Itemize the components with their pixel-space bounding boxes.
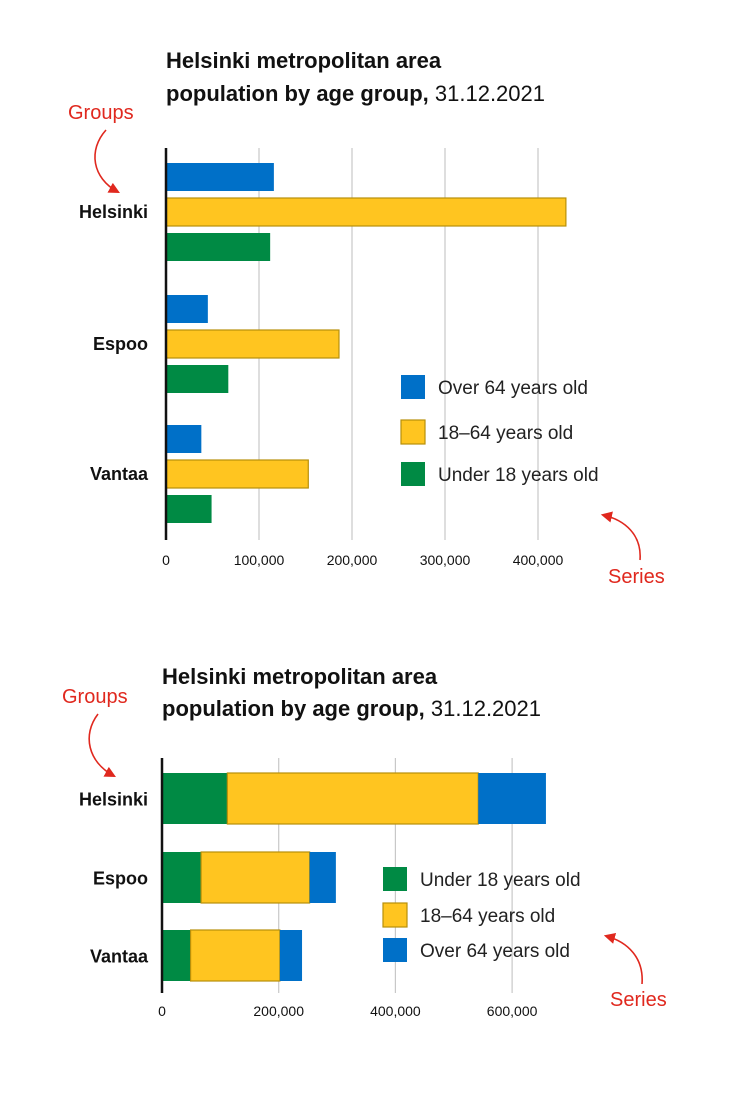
legend-swatch-age18_64: [382, 902, 408, 928]
x-tick-label: 0: [162, 552, 170, 568]
chart1-annotation-groups: Groups: [68, 102, 134, 124]
bar-vantaa-under18: [162, 930, 191, 981]
legend-swatch-over64: [401, 375, 425, 399]
bar-vantaa-over64: [279, 930, 303, 981]
category-label: Helsinki: [79, 790, 148, 810]
chart1-series-arrow-icon: [600, 511, 641, 561]
category-label: Espoo: [93, 334, 148, 354]
bar-vantaa-under18: [166, 495, 212, 523]
category-label: Vantaa: [90, 464, 149, 484]
bar-helsinki-age18_64: [165, 197, 567, 227]
x-tick-label: 200,000: [253, 1003, 304, 1019]
x-tick-label: 400,000: [513, 552, 564, 568]
bar-vantaa-age18_64: [189, 929, 281, 982]
legend-label-over64: Over 64 years old: [438, 378, 588, 399]
bar-helsinki-over64: [166, 163, 274, 191]
chart2-stacked-bars: 0 200,000 400,000 600,000 Helsinki Espoo Vanta…: [79, 758, 581, 1019]
x-tick-label: 400,000: [370, 1003, 421, 1019]
chart2-title-line2: population by age group, 31.12.2021: [162, 696, 541, 721]
bar-vantaa-age18_64: [165, 459, 309, 489]
bar-helsinki-under18: [162, 773, 228, 824]
legend-label-age18_64: 18–64 years old: [420, 906, 555, 927]
chart1-annotation-series: Series: [608, 566, 665, 588]
x-tick-label: 200,000: [327, 552, 378, 568]
bar-espoo-under18: [166, 365, 229, 393]
bar-espoo-under18: [162, 852, 202, 903]
legend-swatch-age18_64: [400, 419, 426, 445]
chart1-grouped-bars: 0 100,000 200,000 300,000 400,000 Helsinki Esp…: [79, 148, 599, 568]
chart1-groups-arrow-icon: [94, 129, 120, 194]
legend-label-under18: Under 18 years old: [420, 870, 581, 891]
category-label: Espoo: [93, 869, 148, 889]
bar-helsinki-under18: [166, 233, 271, 261]
chart2-annotation-series: Series: [610, 989, 667, 1011]
x-tick-label: 600,000: [487, 1003, 538, 1019]
legend-label-age18_64: 18–64 years old: [438, 423, 573, 444]
x-tick-label: 300,000: [420, 552, 471, 568]
bar-espoo-age18_64: [165, 329, 340, 359]
x-tick-label: 0: [158, 1003, 166, 1019]
legend-swatch-under18: [383, 867, 407, 891]
x-tick-label: 100,000: [234, 552, 285, 568]
bar-espoo-age18_64: [200, 851, 311, 904]
chart1-title-line1: Helsinki metropolitan area: [166, 48, 442, 73]
chart2-annotation-groups: Groups: [62, 686, 128, 708]
legend-swatch-under18: [401, 462, 425, 486]
category-label: Helsinki: [79, 202, 148, 222]
chart2-series-arrow-icon: [603, 932, 643, 985]
bar-espoo-over64: [166, 295, 208, 323]
bar-helsinki-over64: [478, 773, 546, 824]
legend-swatch-over64: [383, 938, 407, 962]
bar-vantaa-over64: [166, 425, 202, 453]
legend-label-over64: Over 64 years old: [420, 941, 570, 962]
chart1-title-line2: population by age group, 31.12.2021: [166, 81, 545, 106]
chart2-groups-arrow-icon: [88, 713, 116, 778]
chart2-title-line1: Helsinki metropolitan area: [162, 664, 438, 689]
category-label: Vantaa: [90, 947, 149, 967]
legend-label-under18: Under 18 years old: [438, 465, 599, 486]
bar-helsinki-age18_64: [226, 772, 479, 825]
bar-espoo-over64: [309, 852, 336, 903]
